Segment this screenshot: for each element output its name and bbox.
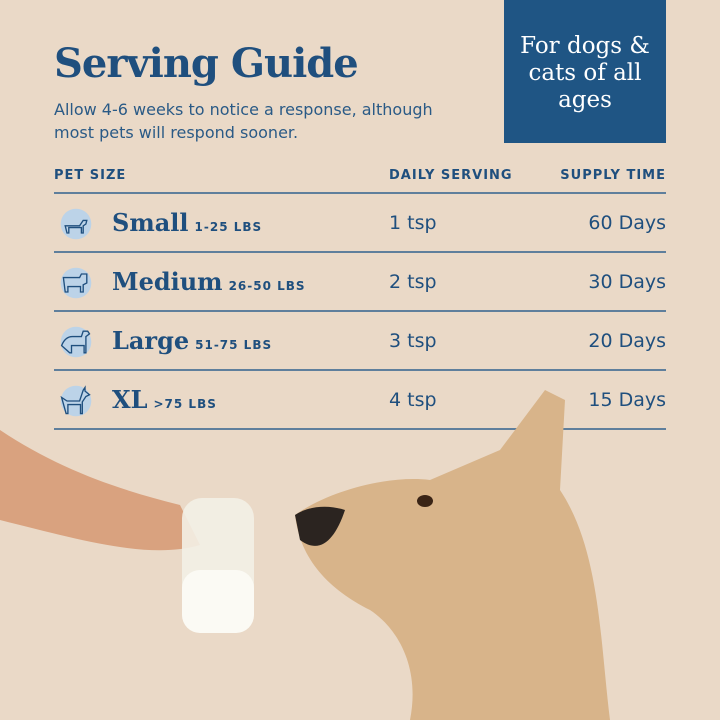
table-row: Medium 26-50 LBS 2 tsp 30 Days [54,253,666,312]
weight-range: 51-75 LBS [195,338,273,352]
size-label: Medium [112,267,223,296]
badge-text: For dogs & cats of all ages [520,33,650,113]
audience-badge: For dogs & cats of all ages [504,0,666,143]
bulldog-icon [60,267,92,299]
pet-size: Large 51-75 LBS [112,326,272,355]
dog-eye [417,495,433,507]
table-row: Small 1-25 LBS 1 tsp 60 Days [54,194,666,253]
daily-serving: 3 tsp [389,330,437,352]
dog [295,390,610,720]
milk [182,570,254,633]
dachshund-icon [60,208,92,240]
dog-photo [0,390,610,720]
supply-time: 30 Days [588,271,666,293]
doberman-icon [60,385,92,417]
header-pet-size: PET SIZE [54,168,127,183]
subtitle: Allow 4-6 weeks to notice a response, al… [54,100,433,142]
daily-serving: 1 tsp [389,212,437,234]
size-label: Large [112,326,190,355]
weight-range: >75 LBS [153,397,217,411]
supply-time: 60 Days [588,212,666,234]
pet-size: Small 1-25 LBS [112,208,262,237]
supply-time: 15 Days [588,389,666,411]
weight-range: 1-25 LBS [194,220,263,234]
pet-size: XL >75 LBS [112,385,217,414]
daily-serving: 2 tsp [389,271,437,293]
pet-size: Medium 26-50 LBS [112,267,306,296]
header-supply-time: SUPPLY TIME [560,168,666,183]
table-row: Large 51-75 LBS 3 tsp 20 Days [54,312,666,371]
page-title: Serving Guide [54,40,359,87]
table-row: XL >75 LBS 4 tsp 15 Days [54,371,666,430]
size-label: Small [112,208,189,237]
header-daily-serving: DAILY SERVING [389,168,513,183]
table-header: PET SIZE DAILY SERVING SUPPLY TIME [54,168,666,194]
size-label: XL [112,385,148,414]
arm [0,430,200,551]
daily-serving: 4 tsp [389,389,437,411]
weight-range: 26-50 LBS [228,279,306,293]
retriever-icon [60,326,92,358]
dog-muzzle [295,506,345,546]
supply-time: 20 Days [588,330,666,352]
